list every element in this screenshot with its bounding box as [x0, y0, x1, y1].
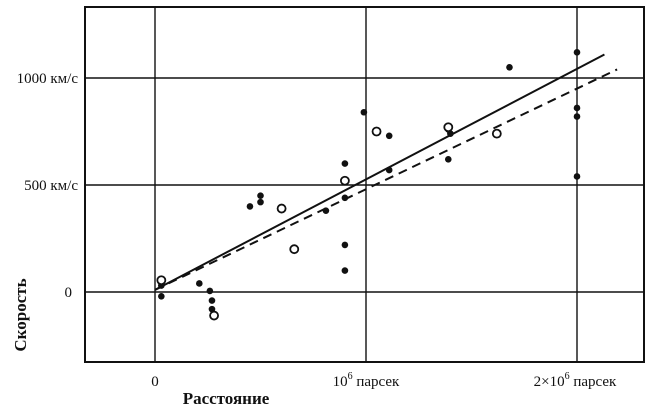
x-tick-2e6-prefix: 2×10	[534, 374, 565, 390]
fit-line-dashed	[154, 68, 618, 291]
data-point-open	[289, 244, 300, 255]
data-point-filled	[573, 49, 581, 56]
grid	[85, 7, 644, 362]
data-points	[156, 49, 581, 321]
x-axis-title: Расстояние	[183, 389, 270, 408]
data-point-filled	[246, 203, 254, 210]
data-point-filled	[360, 108, 368, 116]
x-tick-label-0: 0	[151, 374, 159, 390]
data-point-filled	[573, 104, 581, 112]
data-point-filled	[573, 173, 581, 180]
data-point-filled	[341, 160, 349, 167]
y-axis-title: Скорость	[11, 278, 30, 351]
data-point-open	[276, 203, 287, 214]
data-point-filled	[573, 113, 581, 120]
data-point-open	[371, 126, 382, 137]
x-tick-1e6-base: 10	[333, 374, 348, 390]
data-point-filled	[341, 267, 349, 274]
data-point-filled	[208, 297, 216, 304]
data-point-filled	[385, 132, 393, 140]
data-point-open	[339, 175, 350, 186]
data-point-filled	[506, 64, 513, 71]
data-point-filled	[257, 198, 264, 206]
data-point-open	[443, 122, 454, 133]
data-point-filled	[257, 192, 264, 199]
x-tick-label-2e6: 2×106 парсек	[534, 371, 617, 390]
x-tick-2e6-exp: 6	[565, 371, 570, 382]
x-tick-label-1e6: 106 парсек	[333, 371, 400, 390]
data-point-open	[491, 128, 502, 139]
data-point-filled	[158, 292, 165, 300]
data-point-filled	[444, 156, 452, 163]
fit-line-solid	[154, 53, 605, 291]
y-tick-label-1000: 1000 км/с	[17, 71, 79, 87]
x-tick-2e6-unit: парсек	[570, 374, 617, 390]
data-point-filled	[341, 194, 349, 202]
data-point-open	[209, 310, 219, 321]
data-point-filled	[196, 280, 203, 287]
x-tick-1e6-exp: 6	[348, 371, 353, 382]
y-tick-label-500: 500 км/с	[24, 178, 78, 194]
data-point-filled	[341, 241, 349, 249]
data-point-filled	[206, 287, 214, 295]
data-point-open	[156, 275, 167, 286]
data-point-filled	[385, 166, 393, 174]
y-tick-label-0: 0	[65, 285, 73, 301]
x-tick-1e6-unit: парсек	[353, 374, 400, 390]
fit-lines	[154, 53, 618, 291]
data-point-filled	[322, 207, 330, 214]
